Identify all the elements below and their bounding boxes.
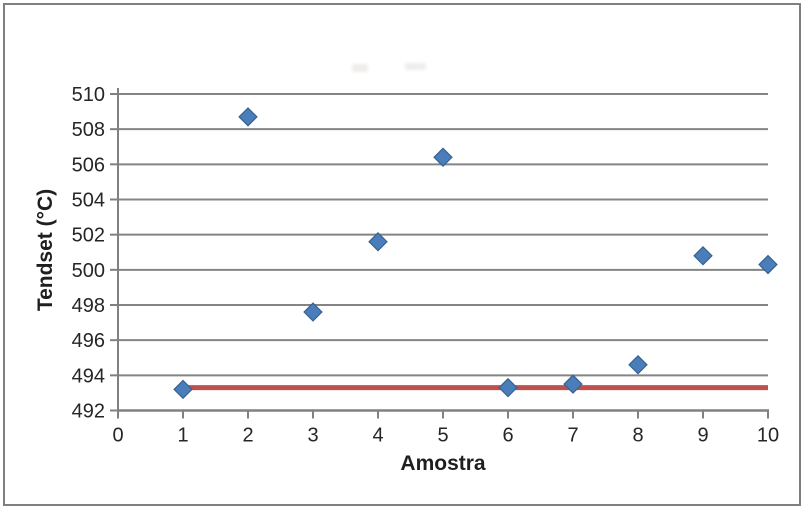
- y-tick-label-506: 506: [72, 154, 105, 176]
- y-tick-label-494: 494: [72, 365, 105, 387]
- x-tick-label-0: 0: [112, 425, 123, 447]
- x-tick-label-5: 5: [437, 425, 448, 447]
- y-tick-label-498: 498: [72, 295, 105, 317]
- y-tick-label-510: 510: [72, 84, 105, 106]
- x-tick-label-9: 9: [697, 425, 708, 447]
- data-point-3: [303, 302, 323, 322]
- x-tick-label-6: 6: [502, 425, 513, 447]
- faint-artifact: [352, 64, 368, 72]
- x-tick-label-7: 7: [567, 425, 578, 447]
- data-point-2: [238, 107, 258, 127]
- x-tick-label-10: 10: [757, 425, 779, 447]
- data-point-8: [628, 355, 648, 375]
- faint-artifact: [405, 63, 426, 70]
- y-tick-label-502: 502: [72, 225, 105, 247]
- y-axis-title: Tendset (°C): [34, 188, 57, 312]
- y-tick-label-496: 496: [72, 330, 105, 352]
- y-tick-label-504: 504: [72, 190, 105, 212]
- data-point-6: [498, 377, 518, 398]
- y-tick-label-500: 500: [72, 260, 105, 282]
- x-axis-title: Amostra: [400, 452, 486, 475]
- data-point-5: [433, 147, 453, 168]
- data-point-7: [563, 374, 583, 394]
- x-tick-label-4: 4: [372, 425, 383, 447]
- y-tick-label-492: 492: [72, 401, 105, 423]
- data-point-10: [758, 254, 778, 275]
- x-tick-label-1: 1: [177, 425, 188, 447]
- x-tick-label-8: 8: [632, 425, 643, 447]
- x-tick-label-3: 3: [307, 425, 318, 447]
- data-point-9: [693, 246, 713, 266]
- chart-outer-border: [3, 3, 801, 506]
- y-tick-label-508: 508: [72, 119, 105, 141]
- data-point-1: [173, 379, 193, 400]
- data-point-4: [368, 231, 388, 252]
- x-tick-label-2: 2: [242, 425, 253, 447]
